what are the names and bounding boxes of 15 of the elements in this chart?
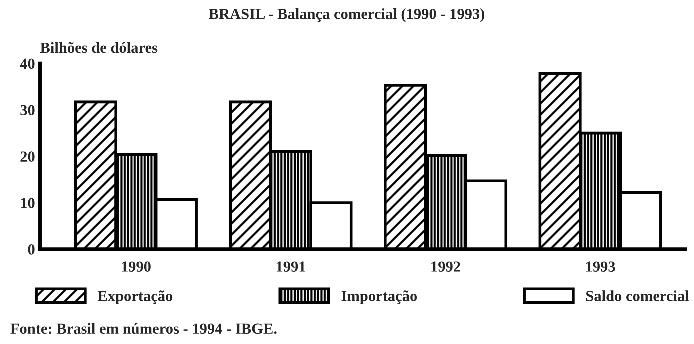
chart-title: BRASIL - Balança comercial (1990 - 1993) — [209, 8, 485, 22]
y-tick-label: 40 — [20, 58, 35, 70]
legend-label: Importação — [342, 290, 418, 304]
source-note: Fonte: Brasil em números - 1994 - IBGE. — [10, 323, 277, 334]
y-tick-label: 10 — [21, 198, 35, 208]
x-tick-label: 1991 — [276, 262, 306, 272]
y-tick-label: 20 — [20, 152, 35, 162]
legend-label: Exportação — [98, 290, 173, 304]
x-tick-label: 1990 — [122, 262, 151, 272]
y-tick-label: 0 — [28, 244, 35, 255]
legend-label: Saldo comercial — [586, 290, 690, 302]
y-axis-title: Bilhões de dólares — [40, 42, 158, 54]
y-tick-label: 30 — [20, 105, 35, 116]
x-tick-label: 1992 — [432, 262, 460, 272]
x-tick-label: 1993 — [586, 262, 616, 272]
